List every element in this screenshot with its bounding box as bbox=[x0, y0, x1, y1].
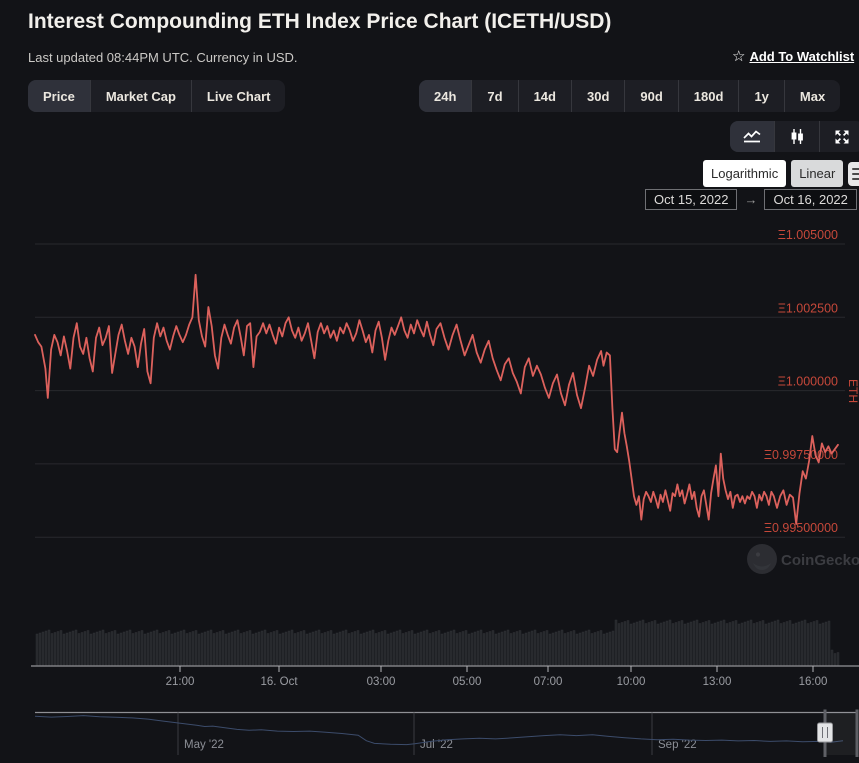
date-from-input[interactable]: Oct 15, 2022 bbox=[645, 189, 738, 210]
range-7d[interactable]: 7d bbox=[472, 80, 519, 112]
tab-price[interactable]: Price bbox=[28, 80, 91, 112]
date-range-row: Oct 15, 2022 → Oct 16, 2022 bbox=[645, 189, 857, 210]
x-axis-label: 16. Oct bbox=[260, 676, 298, 688]
navigator: May '22 Jul '22 Sep '22 bbox=[34, 709, 859, 757]
range-selector: 24h 7d 14d 30d 90d 180d 1y Max bbox=[419, 80, 841, 112]
x-axis-label: 16:00 bbox=[799, 676, 828, 688]
add-to-watchlist-button[interactable]: ☆ Add To Watchlist bbox=[732, 47, 854, 65]
tab-live-chart[interactable]: Live Chart bbox=[206, 88, 271, 104]
y-axis-title: ETH bbox=[846, 379, 859, 403]
date-range-arrow-icon: → bbox=[744, 192, 758, 207]
logarithmic-button[interactable]: Logarithmic bbox=[703, 160, 787, 187]
range-180d[interactable]: 180d bbox=[679, 80, 740, 112]
range-max[interactable]: Max bbox=[799, 88, 826, 104]
x-axis-label: 03:00 bbox=[367, 676, 396, 688]
navigator-handle[interactable] bbox=[817, 722, 833, 743]
range-1y[interactable]: 1y bbox=[739, 80, 785, 112]
fullscreen-icon bbox=[835, 130, 849, 143]
line-chart-icon bbox=[743, 130, 761, 143]
x-axis-label: 05:00 bbox=[453, 676, 482, 688]
chart-plot-area[interactable] bbox=[35, 228, 845, 666]
navigator-axis-label: May '22 bbox=[184, 739, 224, 751]
scale-toggle-row: Logarithmic Linear bbox=[703, 160, 859, 187]
chart-type-candlestick-button[interactable] bbox=[775, 121, 820, 152]
hamburger-icon bbox=[852, 167, 859, 170]
range-90d[interactable]: 90d bbox=[625, 80, 679, 112]
page-title: Interest Compounding ETH Index Price Cha… bbox=[28, 10, 612, 33]
x-axis-label: 07:00 bbox=[534, 676, 563, 688]
range-24h[interactable]: 24h bbox=[419, 80, 473, 112]
chart-type-line-button[interactable] bbox=[730, 121, 775, 152]
navigator-series bbox=[34, 715, 844, 746]
x-axis-label: 21:00 bbox=[166, 676, 195, 688]
x-axis-label: 13:00 bbox=[703, 676, 732, 688]
view-tabs: Price Market Cap Live Chart bbox=[28, 80, 286, 112]
candlestick-icon bbox=[791, 129, 803, 144]
last-updated-text: Last updated 08:44PM UTC. Currency in US… bbox=[28, 50, 298, 65]
range-14d[interactable]: 14d bbox=[519, 80, 572, 112]
add-to-watchlist-label: Add To Watchlist bbox=[749, 48, 855, 64]
fullscreen-button[interactable] bbox=[820, 121, 859, 152]
chart-type-selector bbox=[730, 121, 859, 152]
hamburger-menu-button[interactable] bbox=[848, 161, 859, 186]
navigator-axis-label: Jul '22 bbox=[420, 739, 453, 751]
navigator-axis-label: Sep '22 bbox=[658, 739, 697, 751]
star-outline-icon: ☆ bbox=[732, 48, 746, 65]
range-30d[interactable]: 30d bbox=[572, 80, 626, 112]
tab-market-cap[interactable]: Market Cap bbox=[91, 80, 192, 112]
date-to-input[interactable]: Oct 16, 2022 bbox=[764, 189, 857, 210]
x-axis-label: 10:00 bbox=[617, 676, 646, 688]
linear-button[interactable]: Linear bbox=[791, 160, 844, 187]
